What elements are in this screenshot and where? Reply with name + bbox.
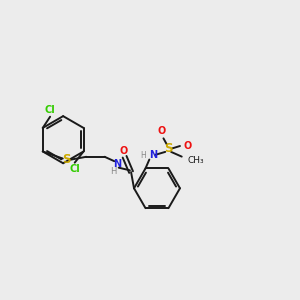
Text: S: S: [62, 153, 70, 166]
Text: H: H: [110, 167, 117, 176]
Text: Cl: Cl: [45, 105, 56, 115]
Text: O: O: [119, 146, 128, 156]
Text: CH₃: CH₃: [188, 156, 204, 165]
Text: O: O: [158, 126, 166, 136]
Text: N: N: [149, 150, 157, 161]
Text: Cl: Cl: [69, 164, 80, 174]
Text: N: N: [113, 159, 121, 169]
Text: O: O: [184, 141, 192, 151]
Text: H: H: [141, 151, 146, 160]
Text: S: S: [164, 142, 172, 155]
